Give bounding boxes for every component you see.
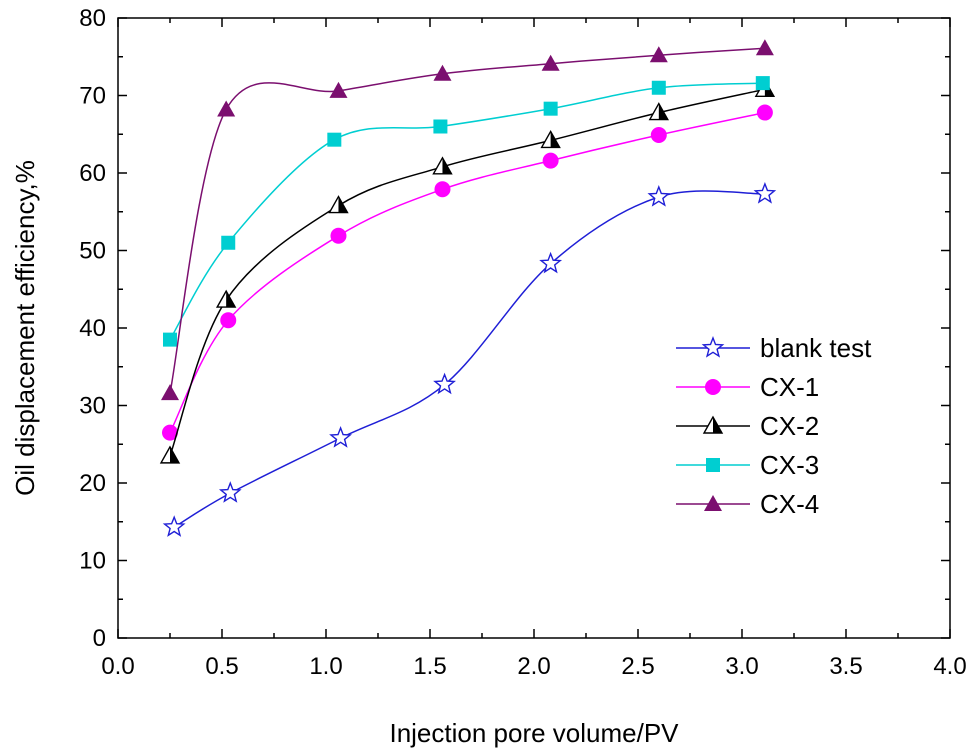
data-point xyxy=(649,46,668,63)
y-tick-label: 20 xyxy=(79,470,106,497)
x-axis-title: Injection pore volume/PV xyxy=(389,718,679,748)
x-tick-label: 2.0 xyxy=(517,653,550,680)
y-tick-label: 30 xyxy=(79,393,106,420)
data-point xyxy=(433,64,452,81)
data-point xyxy=(433,372,456,395)
y-tick-label: 70 xyxy=(79,83,106,110)
legend-item: CX-4 xyxy=(676,489,819,519)
data-point xyxy=(650,127,667,144)
legend-marker xyxy=(705,379,721,395)
data-point xyxy=(539,251,563,274)
data-point xyxy=(432,156,453,175)
y-axis-title: Oil displacement efficiency,% xyxy=(10,160,40,496)
data-point xyxy=(647,185,671,207)
x-tick-label: 2.5 xyxy=(621,653,654,680)
legend-marker xyxy=(702,415,724,434)
legend-label: CX-2 xyxy=(760,411,819,441)
y-axis: 0 10 20 30 40 50 60 70 80 xyxy=(79,5,950,652)
data-point xyxy=(221,235,236,250)
series-line xyxy=(169,82,763,340)
x-tick-label: 3.5 xyxy=(829,653,862,680)
legend-label: CX-3 xyxy=(760,450,819,480)
y-tick-label: 10 xyxy=(79,548,106,575)
series-cx-4 xyxy=(161,39,774,401)
x-axis: 0.0 0.5 1.0 1.5 2.0 2.5 3.0 3.5 4.0 xyxy=(101,18,967,680)
data-point xyxy=(648,102,669,121)
y-tick-label: 60 xyxy=(79,160,106,187)
y-tick-label: 50 xyxy=(79,238,106,265)
data-point xyxy=(329,426,352,448)
series-blank-test xyxy=(162,181,777,537)
legend-marker xyxy=(701,336,725,358)
x-tick-label: 0.0 xyxy=(101,653,134,680)
legend-item: CX-3 xyxy=(676,450,819,480)
data-point xyxy=(434,181,451,198)
legend-marker xyxy=(706,458,720,472)
x-tick-label: 3.0 xyxy=(725,653,758,680)
data-point xyxy=(756,104,773,121)
data-point xyxy=(753,181,777,204)
legend-label: CX-1 xyxy=(760,372,819,402)
data-point xyxy=(328,195,349,214)
legend-label: blank test xyxy=(760,333,872,363)
data-point xyxy=(433,119,448,134)
x-tick-label: 0.5 xyxy=(205,653,238,680)
legend: blank test CX-1 CX-2 CX-3 CX-4 xyxy=(676,333,872,519)
data-point xyxy=(541,54,560,71)
data-point xyxy=(161,384,179,401)
legend-marker xyxy=(704,495,722,511)
data-point xyxy=(540,130,561,149)
legend-item: CX-1 xyxy=(676,372,819,402)
series-layer xyxy=(159,39,777,537)
data-point xyxy=(543,101,558,116)
y-tick-label: 0 xyxy=(93,625,106,652)
data-point xyxy=(218,481,242,503)
data-point xyxy=(330,227,347,244)
data-point xyxy=(162,424,178,441)
y-tick-label: 40 xyxy=(79,315,106,342)
data-point xyxy=(215,289,237,308)
series-line xyxy=(169,88,766,457)
series-line xyxy=(169,47,765,394)
data-point xyxy=(163,332,177,347)
data-point xyxy=(651,80,666,95)
series-cx-3 xyxy=(163,76,770,347)
series-cx-2 xyxy=(159,78,776,464)
y-tick-label: 80 xyxy=(79,5,106,32)
data-point xyxy=(159,445,181,464)
series-cx-1 xyxy=(162,104,773,441)
data-point xyxy=(755,39,774,56)
legend-item: blank test xyxy=(676,333,872,363)
series-line xyxy=(173,190,765,528)
x-tick-label: 1.0 xyxy=(309,653,342,680)
data-point xyxy=(755,76,770,91)
data-point xyxy=(327,132,342,147)
data-point xyxy=(217,100,236,117)
legend-item: CX-2 xyxy=(676,411,819,441)
x-tick-label: 4.0 xyxy=(933,653,966,680)
data-point xyxy=(220,312,237,329)
data-point xyxy=(162,515,186,537)
data-point xyxy=(542,152,559,169)
x-tick-label: 1.5 xyxy=(413,653,446,680)
data-point xyxy=(329,81,348,98)
legend-label: CX-4 xyxy=(760,489,819,519)
